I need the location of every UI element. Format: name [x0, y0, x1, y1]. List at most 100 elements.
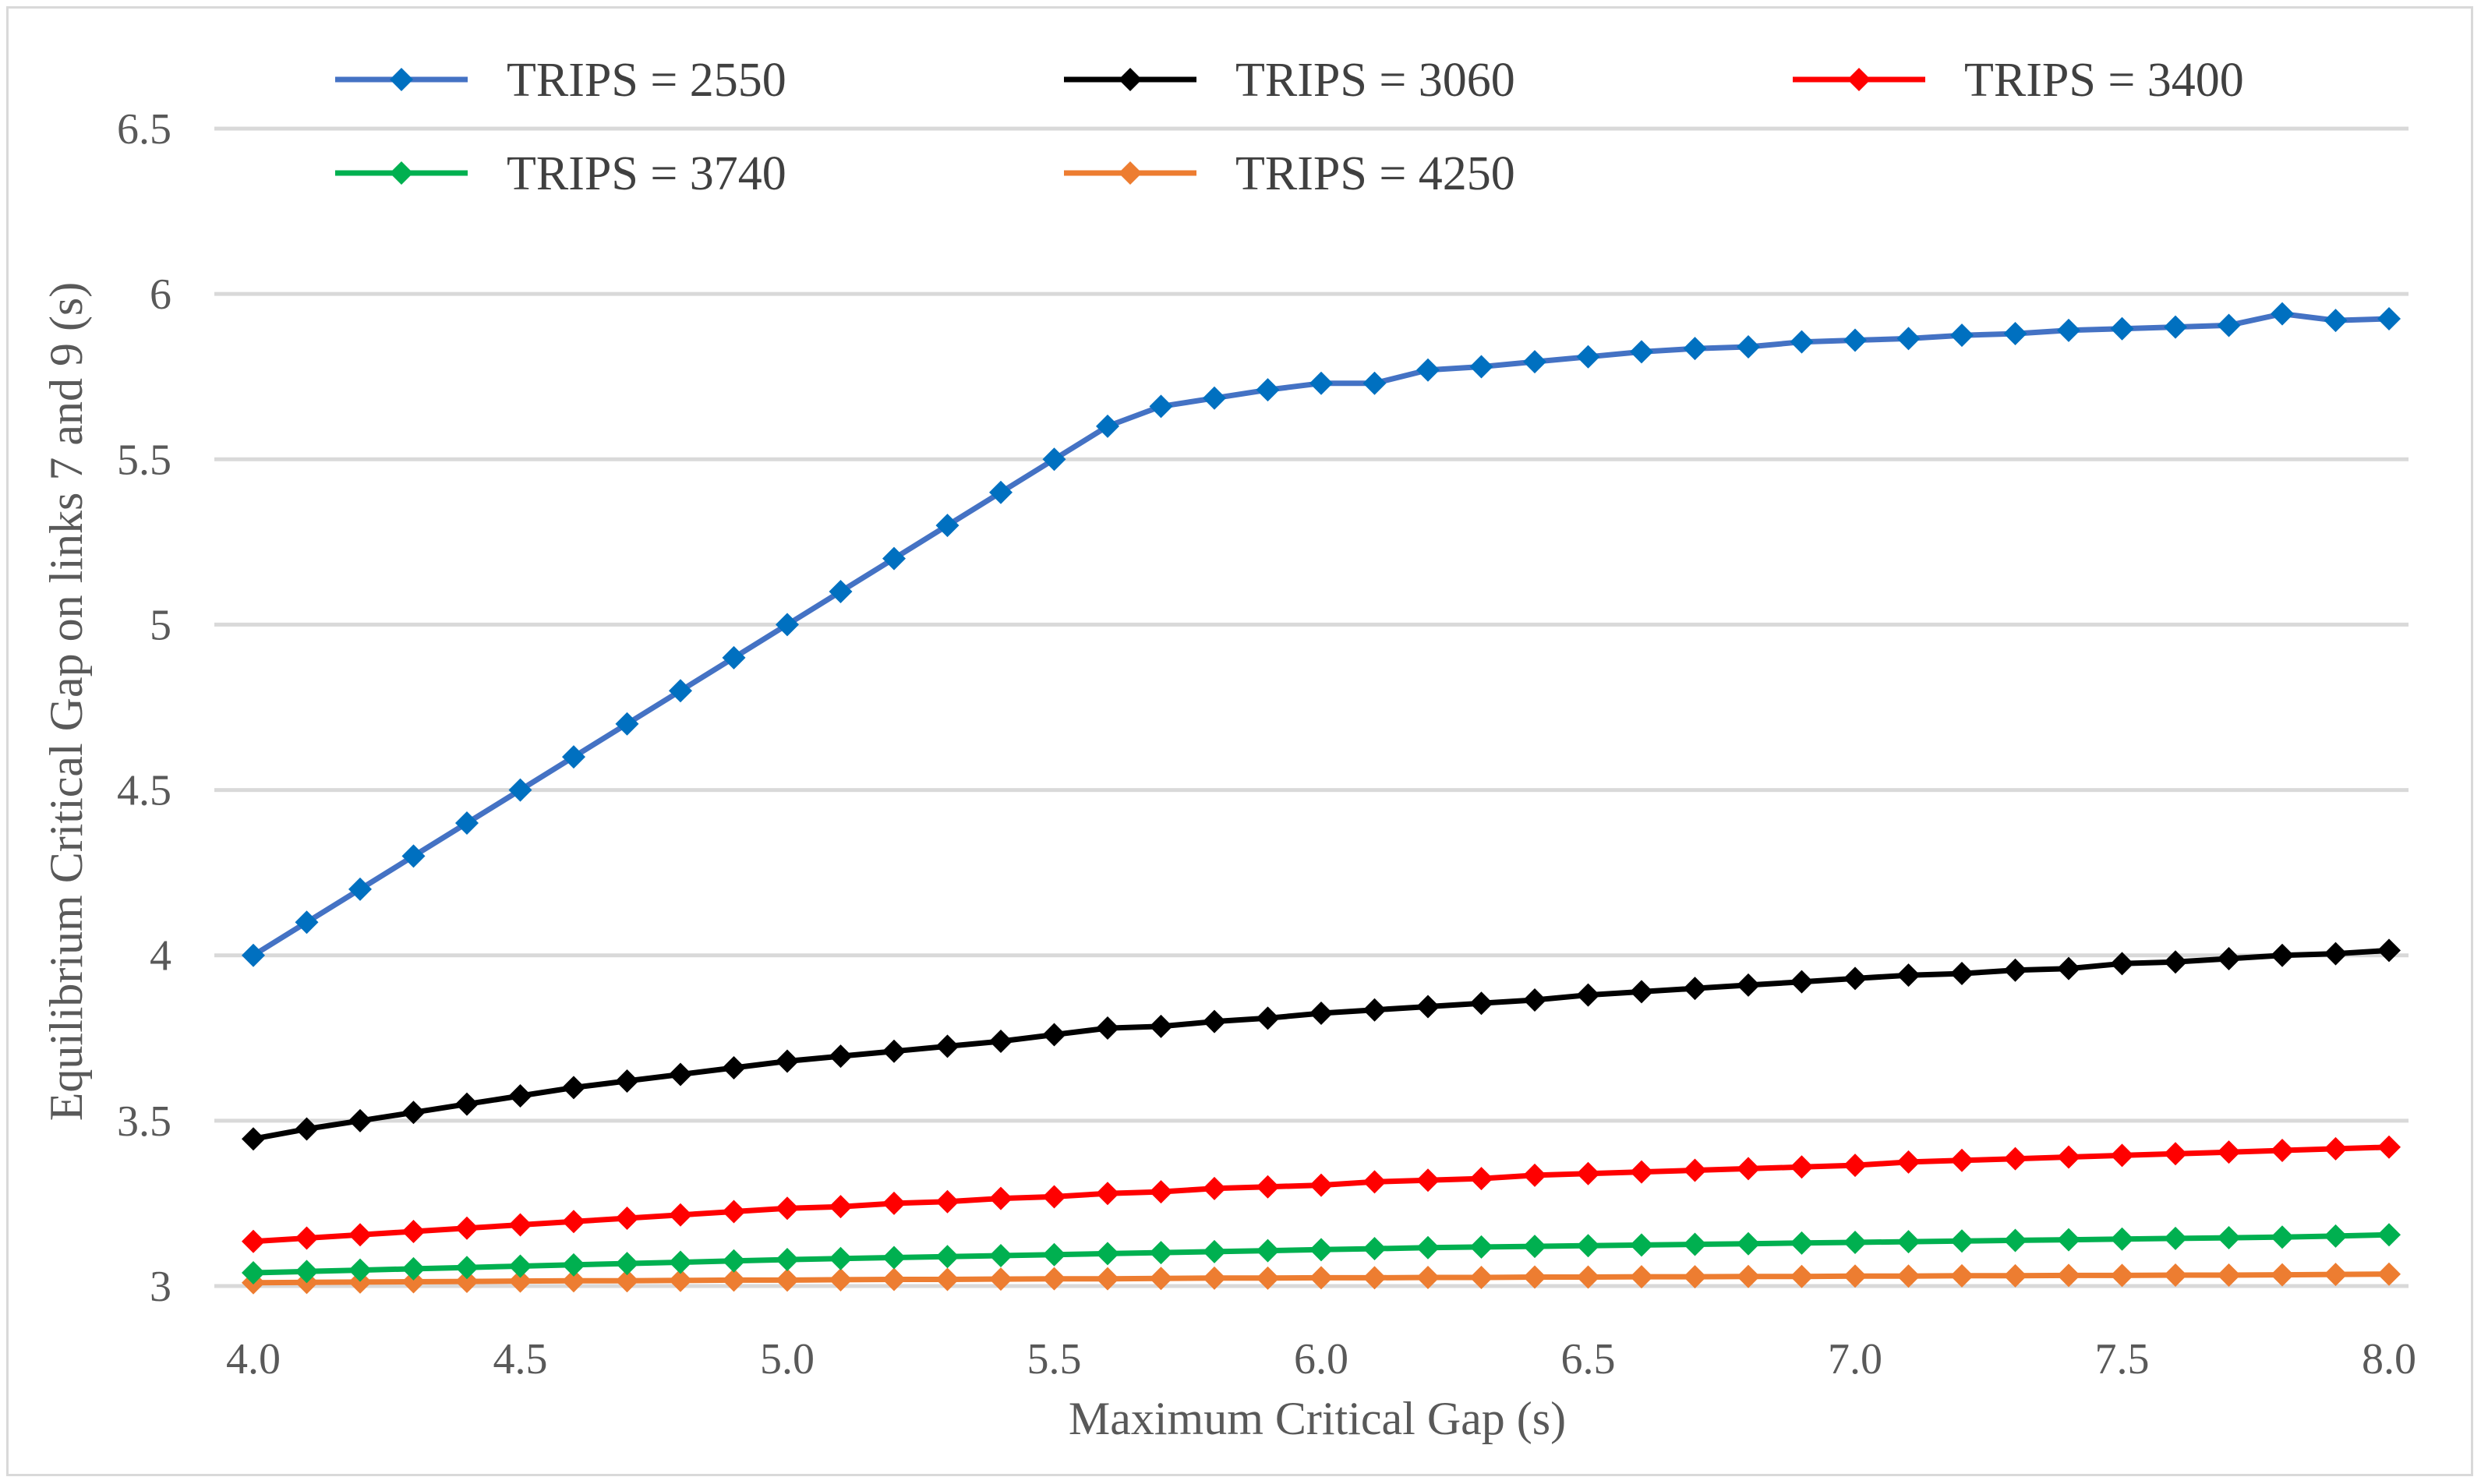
- data-point: [2164, 950, 2187, 974]
- data-point: [829, 1044, 853, 1069]
- data-point: [1469, 1265, 1493, 1289]
- data-point: [242, 1229, 265, 1253]
- data-point: [935, 1034, 960, 1058]
- series-trips-3400: [242, 1135, 2401, 1253]
- axis-ticks: 3 3.5 4 4.5 5 5.5 6 6.5 4.0 4.5 5.0 5.5 6.0 6.5 7.0 7.5…: [117, 105, 2416, 1383]
- data-point: [935, 514, 960, 538]
- y-axis-title: Equilibrium Critical Gap on links 7 and …: [41, 282, 92, 1122]
- legend-label: TRIPS = 2550: [507, 54, 786, 107]
- series-line-trips-2550: [252, 311, 2390, 958]
- data-point: [1096, 1182, 1119, 1206]
- data-point: [1096, 414, 1119, 438]
- gridlines: [214, 126, 2409, 1288]
- data-point: [1523, 350, 1546, 374]
- data-point: [1843, 328, 1867, 352]
- y-tick-label: 4: [150, 932, 171, 980]
- data-point: [242, 1261, 265, 1285]
- legend-swatch-marker: [1119, 68, 1142, 91]
- data-point: [2164, 1142, 2187, 1166]
- data-point: [2324, 1136, 2348, 1161]
- data-point: [1950, 962, 1974, 986]
- data-point: [1256, 1175, 1280, 1199]
- data-point: [1203, 1266, 1226, 1290]
- legend-item-trips-3740: TRIPS = 3740: [335, 147, 786, 200]
- data-point: [1256, 378, 1280, 402]
- data-point: [401, 844, 426, 868]
- data-point: [348, 1223, 372, 1247]
- data-point: [935, 1267, 960, 1291]
- data-point: [242, 1127, 265, 1151]
- data-point: [1309, 1238, 1333, 1262]
- y-tick-label: 6: [150, 270, 171, 319]
- x-tick-label: 4.5: [493, 1335, 548, 1383]
- data-point: [508, 1269, 532, 1293]
- data-point: [722, 645, 746, 670]
- data-point: [722, 1268, 746, 1292]
- data-point: [2164, 315, 2187, 339]
- x-tick-label: 5.0: [760, 1335, 815, 1383]
- data-point: [2324, 309, 2348, 333]
- data-point: [829, 580, 853, 603]
- data-point: [1362, 371, 1387, 395]
- data-point: [2110, 952, 2134, 976]
- x-tick-label: 7.5: [2095, 1335, 2150, 1383]
- data-point: [1843, 966, 1867, 991]
- data-point: [1469, 355, 1493, 379]
- data-point: [1096, 1267, 1119, 1291]
- data-point: [1309, 1001, 1333, 1025]
- data-point: [776, 1248, 799, 1272]
- data-point: [2057, 318, 2080, 342]
- legend-label: TRIPS = 3400: [1964, 54, 2244, 107]
- legend-item-trips-2550: TRIPS = 2550: [335, 54, 786, 107]
- data-point: [1416, 995, 1440, 1019]
- data-point: [1790, 1231, 1814, 1255]
- data-point: [1149, 394, 1173, 419]
- data-point: [2003, 322, 2027, 346]
- data-point: [1042, 1023, 1066, 1047]
- x-tick-label: 6.0: [1294, 1335, 1348, 1383]
- data-point: [882, 546, 906, 571]
- data-point: [1630, 1265, 1653, 1289]
- data-point: [2271, 1225, 2294, 1249]
- data-point: [455, 1256, 479, 1280]
- data-point: [2003, 1228, 2027, 1253]
- x-tick-label: 5.5: [1027, 1335, 1082, 1383]
- data-point: [829, 1195, 853, 1219]
- legend-label: TRIPS = 3060: [1235, 54, 1515, 107]
- data-point: [401, 1270, 426, 1294]
- x-tick-label: 4.0: [226, 1335, 281, 1383]
- data-point: [2110, 1263, 2134, 1288]
- data-point: [1256, 1006, 1280, 1030]
- data-point: [1149, 1014, 1173, 1038]
- data-point: [455, 1092, 479, 1116]
- y-tick-label: 3: [150, 1263, 171, 1311]
- data-point: [882, 1246, 906, 1270]
- data-point: [2217, 946, 2241, 970]
- data-point: [401, 1256, 426, 1281]
- data-point: [2003, 958, 2027, 982]
- legend-swatch-marker: [390, 161, 413, 185]
- data-point: [1950, 323, 1974, 348]
- data-point: [2217, 313, 2241, 337]
- data-point: [562, 1210, 585, 1234]
- y-tick-label: 3.5: [117, 1097, 171, 1146]
- legend-label: TRIPS = 3740: [507, 147, 786, 200]
- data-point: [2057, 1263, 2080, 1288]
- data-point: [1203, 1009, 1226, 1034]
- data-point: [776, 613, 799, 637]
- data-point: [669, 1268, 692, 1292]
- x-tick-label: 6.5: [1561, 1335, 1616, 1383]
- data-point: [1790, 1264, 1814, 1288]
- data-point: [1576, 1161, 1600, 1185]
- data-point: [1576, 983, 1600, 1007]
- data-point: [2110, 1143, 2134, 1168]
- series-trips-2550: [242, 302, 2401, 967]
- legend-swatch-marker: [390, 68, 413, 91]
- data-point: [1950, 1229, 1974, 1253]
- data-point: [401, 1101, 426, 1125]
- data-point: [508, 1254, 532, 1278]
- data-point: [829, 1267, 853, 1291]
- data-point: [1203, 1176, 1226, 1200]
- y-tick-label: 6.5: [117, 105, 171, 154]
- data-point: [1523, 988, 1546, 1012]
